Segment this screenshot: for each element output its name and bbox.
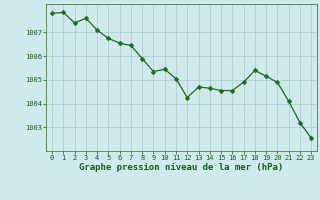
X-axis label: Graphe pression niveau de la mer (hPa): Graphe pression niveau de la mer (hPa) (79, 163, 284, 172)
